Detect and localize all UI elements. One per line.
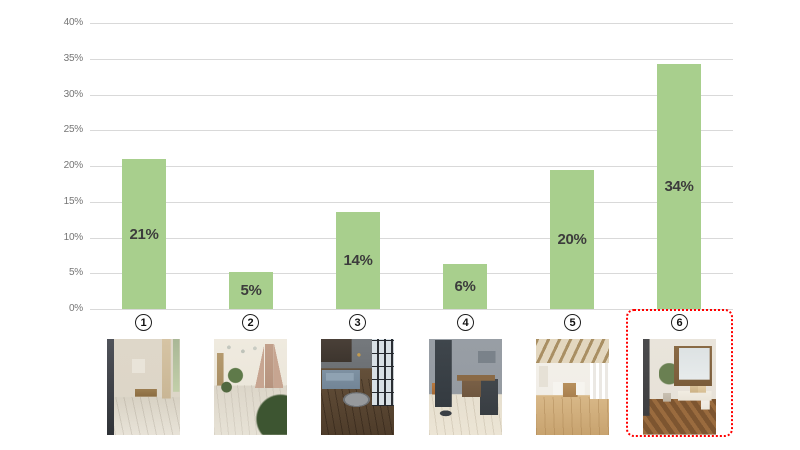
bar-value-label: 34% xyxy=(664,178,694,195)
bar-category-2: 5% xyxy=(229,272,273,309)
y-tick-label: 25% xyxy=(63,124,84,135)
plot-area: 21% 5% 14% 6% 20% 34% xyxy=(90,23,733,310)
category-number-2: 2 xyxy=(242,314,259,331)
y-tick-label: 20% xyxy=(63,160,84,171)
y-tick-label: 35% xyxy=(63,53,84,64)
room-photo-6 xyxy=(643,339,716,435)
y-tick-label: 10% xyxy=(63,232,84,243)
bar-category-5: 20% xyxy=(550,170,594,309)
y-tick-label: 30% xyxy=(63,89,84,100)
bar-value-label: 6% xyxy=(454,278,476,295)
category-number-5: 5 xyxy=(564,314,581,331)
y-tick-label: 5% xyxy=(68,267,83,278)
highlight-box-category-6 xyxy=(626,309,733,437)
x-axis-category-labels: 1 2 3 4 5 6 xyxy=(90,314,733,334)
room-photo-4 xyxy=(429,339,502,435)
category-number-4: 4 xyxy=(457,314,474,331)
gridline xyxy=(90,273,733,274)
gridline xyxy=(90,238,733,239)
y-tick-label: 0% xyxy=(68,303,83,314)
gridline xyxy=(90,130,733,131)
category-number-1: 1 xyxy=(135,314,152,331)
category-number-6: 6 xyxy=(671,314,688,331)
room-photo-2 xyxy=(214,339,287,435)
bar-category-6: 34% xyxy=(657,64,701,309)
bar-category-3: 14% xyxy=(336,212,380,309)
gridline xyxy=(90,23,733,24)
y-tick-label: 15% xyxy=(63,196,84,207)
gridline xyxy=(90,95,733,96)
bar-category-1: 21% xyxy=(122,159,166,309)
gridline xyxy=(90,202,733,203)
bar-value-label: 14% xyxy=(343,252,373,269)
room-photo-5 xyxy=(536,339,609,435)
gridline xyxy=(90,309,733,310)
gridline xyxy=(90,166,733,167)
room-photo-3 xyxy=(321,339,394,435)
y-tick-label: 40% xyxy=(63,17,84,28)
gridline xyxy=(90,59,733,60)
bar-category-4: 6% xyxy=(443,264,487,309)
bar-value-label: 5% xyxy=(240,282,262,299)
category-number-3: 3 xyxy=(349,314,366,331)
bar-value-label: 21% xyxy=(129,225,159,243)
room-photo-1 xyxy=(107,339,180,435)
bar-value-label: 20% xyxy=(557,231,587,248)
